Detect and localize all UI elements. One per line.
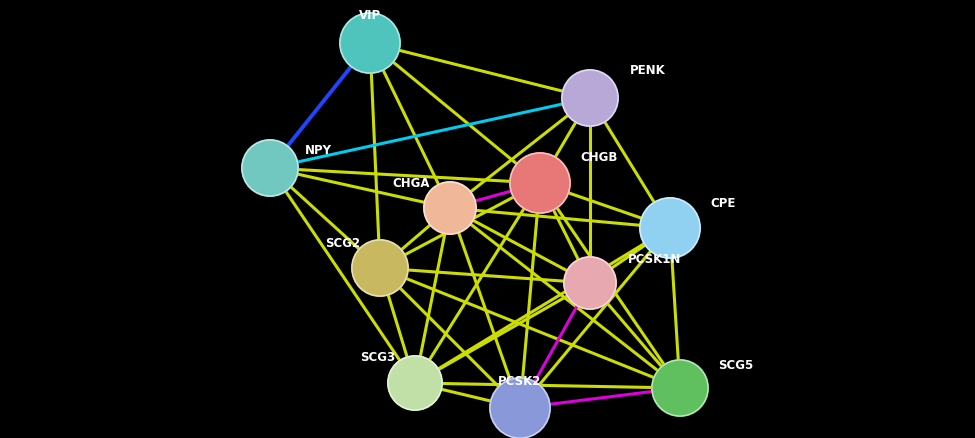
Text: SCG5: SCG5 [718,358,754,371]
Text: NPY: NPY [305,144,332,157]
Circle shape [519,162,562,205]
Circle shape [242,141,298,197]
Text: CHGB: CHGB [580,151,617,164]
Circle shape [424,183,476,234]
Text: CPE: CPE [710,197,735,209]
Text: CHGA: CHGA [393,177,430,190]
Circle shape [498,386,541,430]
Text: PENK: PENK [630,64,666,77]
Circle shape [396,364,435,403]
Circle shape [564,258,616,309]
Circle shape [340,14,400,74]
Text: PCSK2: PCSK2 [498,374,542,387]
Circle shape [431,190,469,227]
Text: SCG2: SCG2 [325,237,360,249]
Circle shape [352,240,408,297]
Text: PCSK1N: PCSK1N [628,252,682,265]
Text: VIP: VIP [359,9,381,22]
Circle shape [569,79,610,119]
Circle shape [571,265,608,302]
Circle shape [562,71,618,127]
Circle shape [660,368,700,408]
Circle shape [250,148,291,189]
Text: SCG3: SCG3 [360,350,395,363]
Circle shape [652,360,708,416]
Circle shape [640,198,700,258]
Circle shape [490,378,550,438]
Circle shape [360,248,400,289]
Circle shape [510,154,570,213]
Circle shape [648,207,691,250]
Circle shape [388,356,442,410]
Circle shape [348,22,392,65]
